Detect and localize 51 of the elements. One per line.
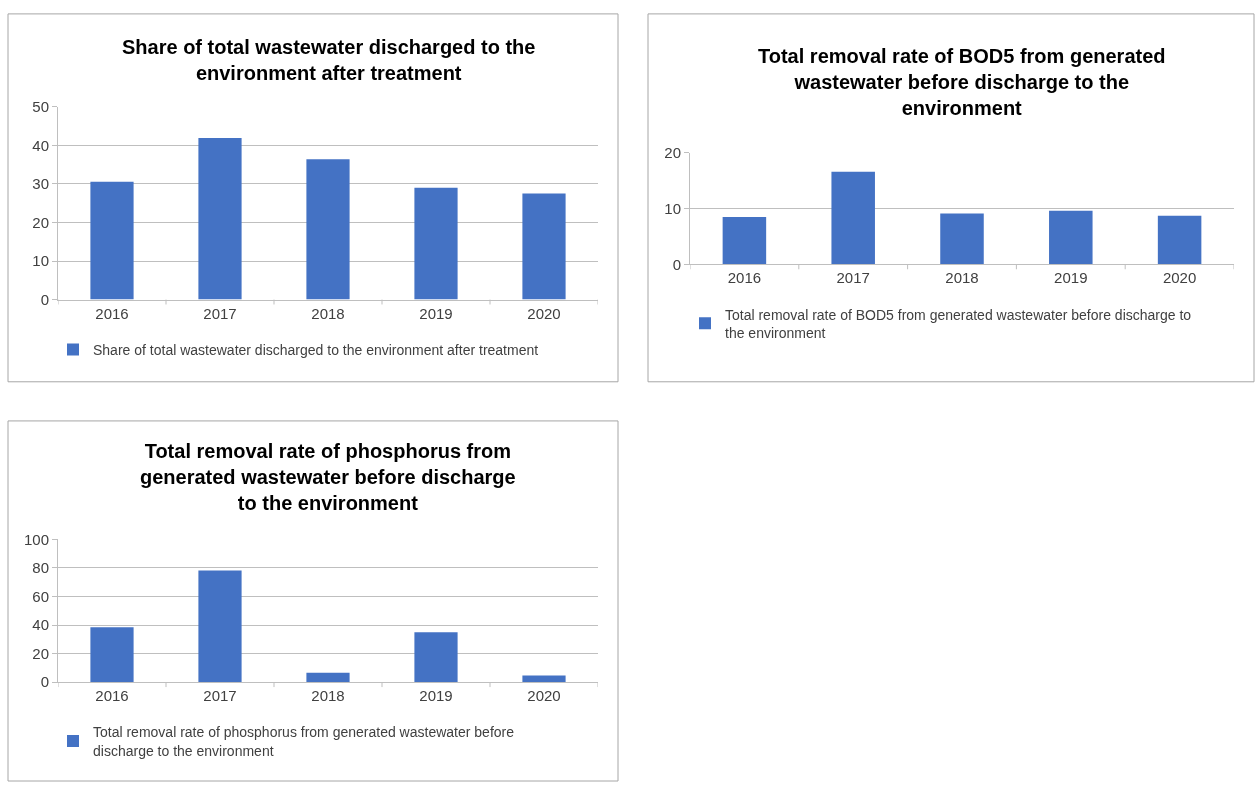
bar	[940, 213, 984, 265]
x-tick-label: 2016	[727, 269, 762, 287]
x-tick-label: 2018	[311, 304, 345, 322]
bar	[722, 216, 767, 265]
x-tick-label: 2020	[527, 687, 561, 705]
bar	[198, 570, 242, 683]
bar	[414, 187, 458, 300]
x-tick-label: 2019	[419, 304, 453, 322]
x-tick-label: 2020	[1162, 269, 1197, 287]
bar	[1157, 215, 1202, 265]
y-tick-label: 10	[664, 199, 681, 217]
y-tick-label: 100	[23, 530, 49, 548]
x-tick-label: 2020	[527, 304, 561, 322]
bar	[414, 632, 458, 683]
y-tick-label: 50	[32, 98, 49, 116]
chart-title: Total removal rate of BOD5 from generated wastewater before discharge to the environment	[758, 45, 1166, 119]
bar	[90, 627, 134, 683]
y-tick-label: 30	[32, 175, 49, 193]
y-tick-label: 60	[32, 587, 49, 605]
x-tick-label: 2019	[419, 687, 453, 705]
y-tick-label: 20	[32, 644, 49, 662]
bar	[198, 138, 242, 300]
y-tick-label: 0	[40, 290, 49, 308]
bar	[522, 675, 566, 683]
y-tick-label: 0	[672, 255, 681, 273]
bar	[306, 672, 350, 683]
x-tick-label: 2016	[95, 304, 129, 322]
chart-title: Total removal rate of phosphorus from generated wastewater before discharge to the environment	[140, 440, 516, 514]
legend-label: Total removal rate of phosphorus from generated wastewater before discharge to the environment	[93, 724, 515, 759]
y-tick-label: 80	[32, 559, 49, 577]
bar	[306, 159, 350, 300]
legend-label: Total removal rate of BOD5 from generated wastewater before discharge to the environment	[725, 306, 1192, 341]
y-tick-label: 20	[32, 213, 49, 231]
x-tick-label: 2016	[95, 687, 129, 705]
x-tick-label: 2019	[1054, 269, 1088, 287]
y-tick-label: 40	[32, 616, 49, 634]
y-tick-label: 20	[664, 144, 681, 162]
bar	[522, 193, 566, 300]
x-tick-label: 2017	[203, 687, 237, 705]
y-tick-label: 0	[40, 673, 49, 691]
x-tick-label: 2018	[311, 687, 345, 705]
bar	[1049, 210, 1093, 265]
x-tick-label: 2018	[945, 269, 979, 287]
x-tick-label: 2017	[836, 269, 870, 287]
bar	[90, 181, 134, 300]
y-tick-label: 10	[32, 252, 49, 270]
y-tick-label: 40	[32, 136, 49, 154]
chart-title: Share of total wastewater discharged to the environment after treatment	[122, 36, 536, 84]
x-tick-label: 2017	[203, 304, 237, 322]
legend-label: Share of total wastewater discharged to the environment after treatment	[93, 341, 539, 358]
bar	[831, 171, 875, 265]
